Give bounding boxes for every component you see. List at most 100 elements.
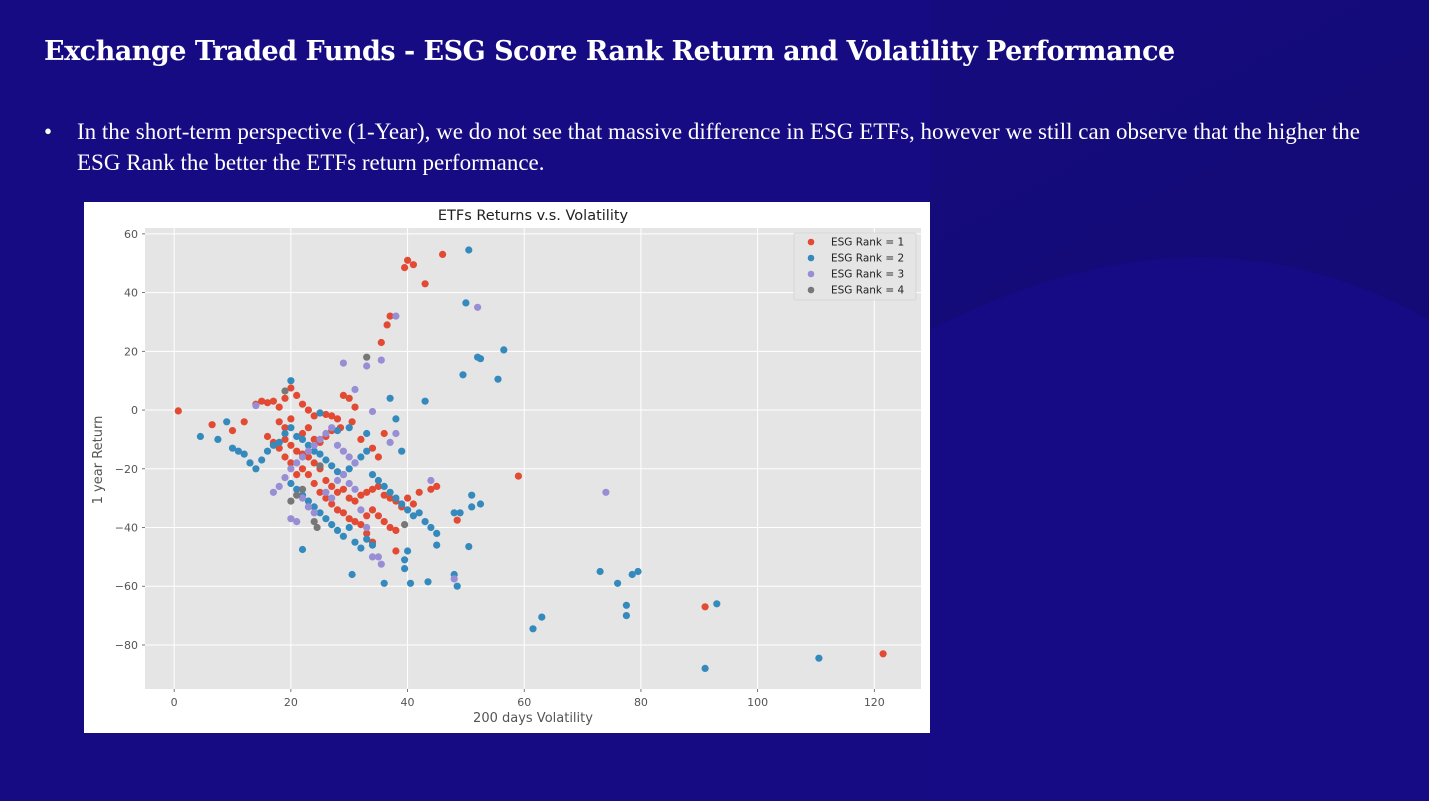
data-point xyxy=(316,488,324,496)
data-point xyxy=(392,547,400,555)
y-tick-label: −80 xyxy=(115,639,138,652)
data-point xyxy=(228,427,237,435)
data-point xyxy=(415,509,423,517)
data-point xyxy=(622,601,631,609)
y-tick-label: 40 xyxy=(124,287,138,300)
data-point xyxy=(281,429,289,438)
data-point xyxy=(275,403,283,411)
data-point xyxy=(380,518,388,526)
data-point xyxy=(269,441,277,449)
data-point xyxy=(386,438,394,446)
y-tick-label: −20 xyxy=(115,463,138,476)
data-point xyxy=(374,476,382,485)
data-point xyxy=(333,468,342,476)
data-point xyxy=(392,312,400,320)
data-point xyxy=(287,479,295,488)
bullet-text: In the short-term perspective (1-Year), … xyxy=(77,119,1360,175)
data-point xyxy=(634,567,642,576)
data-point xyxy=(345,523,353,532)
data-point xyxy=(322,429,330,438)
x-tick-label: 120 xyxy=(864,696,885,709)
plot-area xyxy=(145,228,921,689)
data-point xyxy=(421,397,429,405)
data-point xyxy=(357,544,365,552)
data-point xyxy=(433,482,441,490)
data-point xyxy=(208,421,216,429)
data-point xyxy=(363,529,371,537)
data-point xyxy=(351,385,359,394)
y-tick-label: 0 xyxy=(131,404,138,417)
data-point xyxy=(386,312,394,320)
data-point xyxy=(322,410,330,419)
data-point xyxy=(252,465,260,473)
data-point xyxy=(316,462,324,470)
data-point xyxy=(298,494,307,502)
data-point xyxy=(374,453,382,461)
data-point xyxy=(392,526,400,534)
data-point xyxy=(713,600,721,608)
y-tick-label: 60 xyxy=(124,228,138,241)
data-point xyxy=(363,362,371,370)
data-point xyxy=(316,509,324,517)
data-point xyxy=(529,625,537,633)
data-point xyxy=(269,488,277,496)
data-point xyxy=(456,509,464,517)
data-point xyxy=(392,415,400,423)
data-point xyxy=(293,432,301,441)
data-point xyxy=(310,459,318,467)
data-point xyxy=(293,447,301,455)
data-point xyxy=(246,459,254,467)
chart-title: ETFs Returns v.s. Volatility xyxy=(438,208,629,224)
data-point xyxy=(351,518,359,526)
data-point xyxy=(287,459,295,467)
bullet-icon: • xyxy=(44,119,53,144)
data-point xyxy=(240,418,248,426)
data-point xyxy=(368,471,377,479)
data-point xyxy=(304,453,312,461)
data-point xyxy=(427,523,435,532)
data-point xyxy=(310,441,318,449)
data-point xyxy=(287,515,295,523)
data-point xyxy=(345,479,353,488)
data-point xyxy=(333,441,342,449)
data-point xyxy=(316,409,324,417)
data-point xyxy=(380,429,388,438)
data-point xyxy=(421,518,429,526)
data-point xyxy=(392,494,400,502)
data-point xyxy=(339,359,347,367)
data-point xyxy=(293,471,301,479)
data-point xyxy=(310,435,318,443)
data-point xyxy=(514,472,522,480)
data-point xyxy=(214,435,222,443)
series-esg-rank-1 xyxy=(174,250,887,658)
y-axis-label: 1 year Return xyxy=(91,416,106,505)
data-point xyxy=(333,526,342,534)
data-point xyxy=(409,512,417,520)
data-point xyxy=(258,456,266,464)
data-point xyxy=(328,521,336,529)
data-point xyxy=(275,482,283,490)
data-point xyxy=(310,509,318,517)
data-point xyxy=(363,523,371,532)
data-point xyxy=(252,402,260,410)
data-point xyxy=(439,250,447,258)
data-point xyxy=(401,556,409,564)
data-point xyxy=(313,523,321,532)
data-point xyxy=(293,391,301,399)
data-point xyxy=(263,432,272,441)
data-point xyxy=(453,582,461,590)
data-point xyxy=(333,476,342,485)
series-esg-rank-4 xyxy=(281,353,409,532)
data-point xyxy=(348,570,356,579)
data-point xyxy=(401,565,409,573)
data-point xyxy=(298,435,307,443)
axis-ticks: 0 20 40 60 80 100 120 60 40 20 0 −20 −40 −60 −80 xyxy=(115,228,885,709)
data-point xyxy=(404,494,412,502)
data-point xyxy=(401,521,409,529)
data-point xyxy=(368,506,377,514)
data-point xyxy=(339,471,347,479)
data-point xyxy=(228,444,237,452)
data-point xyxy=(380,491,388,499)
data-point xyxy=(322,488,330,496)
data-point xyxy=(538,613,546,621)
